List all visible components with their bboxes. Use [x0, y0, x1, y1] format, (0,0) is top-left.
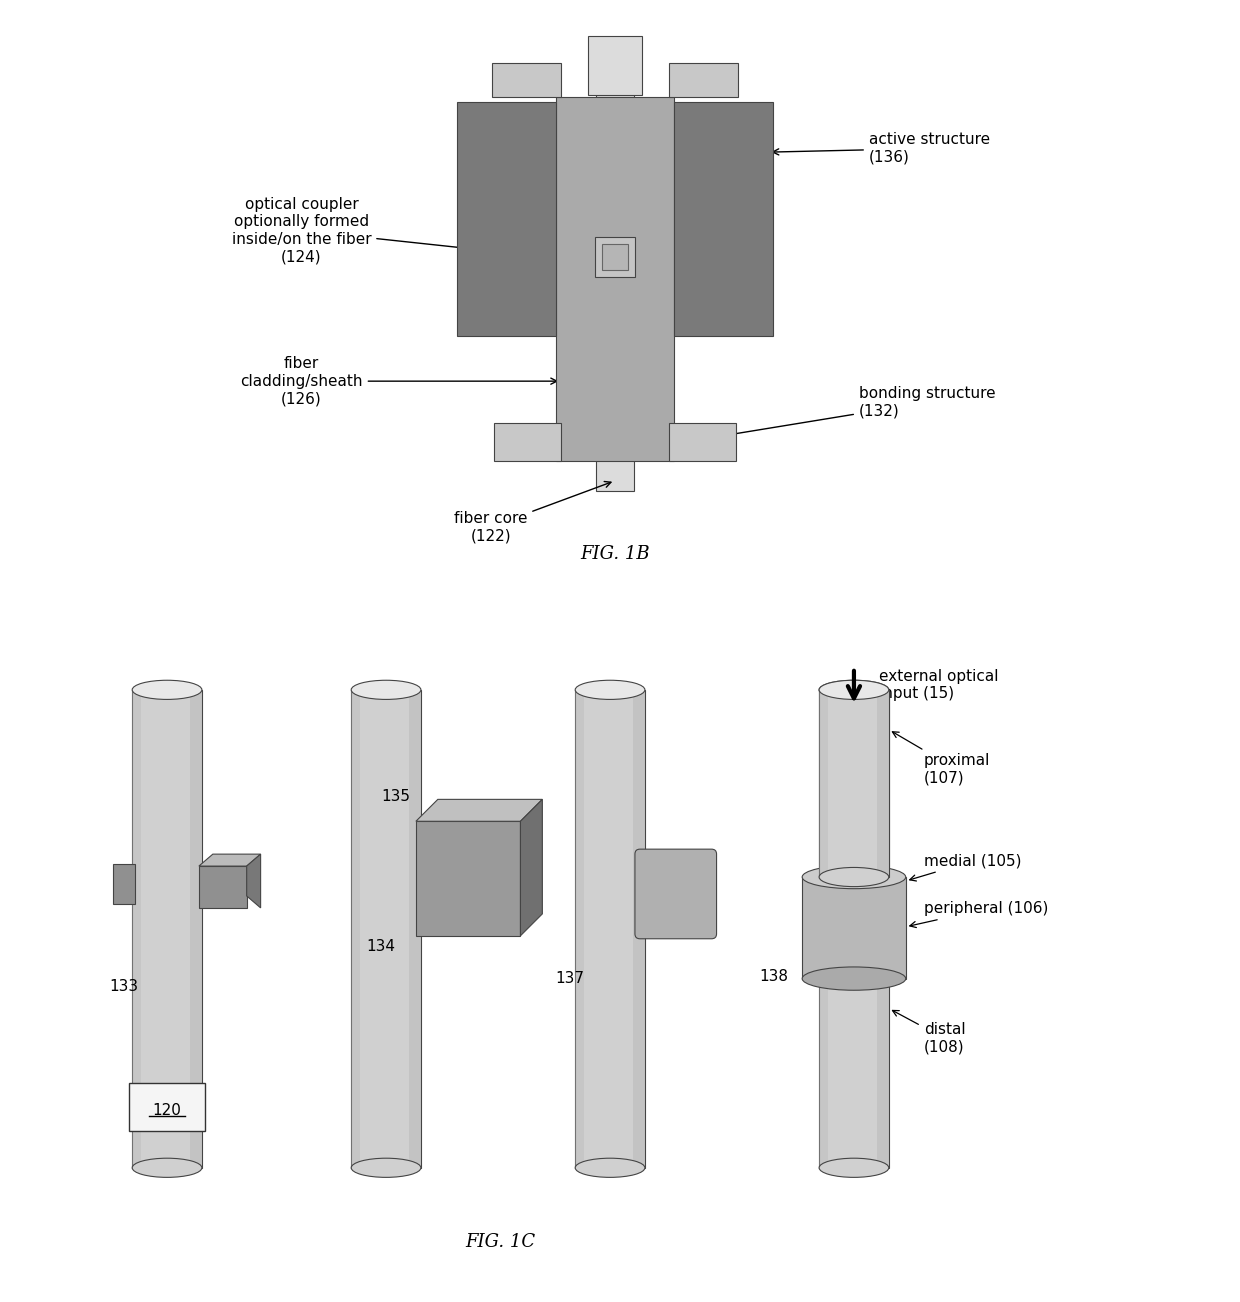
Text: external optical
input (15): external optical input (15): [879, 669, 998, 700]
Bar: [632, 690, 645, 1168]
Bar: [820, 690, 828, 1168]
Bar: [603, 243, 627, 270]
Bar: [575, 690, 645, 1168]
Bar: [557, 98, 673, 461]
Ellipse shape: [575, 1159, 645, 1177]
Bar: [415, 822, 521, 936]
Ellipse shape: [133, 680, 202, 699]
Bar: [198, 866, 247, 907]
Text: peripheral (106): peripheral (106): [910, 901, 1048, 927]
Bar: [588, 35, 642, 95]
Text: medial (105): medial (105): [910, 854, 1021, 881]
Text: FIG. 1C: FIG. 1C: [465, 1233, 536, 1250]
Ellipse shape: [802, 967, 905, 991]
Polygon shape: [247, 854, 260, 907]
Bar: [595, 237, 635, 276]
Bar: [820, 690, 889, 1168]
Ellipse shape: [820, 680, 889, 699]
Bar: [668, 62, 739, 98]
Bar: [820, 690, 828, 878]
Bar: [494, 423, 562, 461]
Text: 134: 134: [366, 939, 396, 954]
Polygon shape: [198, 854, 260, 866]
Ellipse shape: [820, 867, 889, 887]
Bar: [133, 690, 141, 1168]
Ellipse shape: [133, 1159, 202, 1177]
Bar: [351, 690, 420, 1168]
Text: fiber
cladding/sheath
(126): fiber cladding/sheath (126): [241, 357, 557, 406]
Ellipse shape: [351, 680, 420, 699]
Bar: [820, 690, 889, 878]
Bar: [673, 103, 774, 336]
Bar: [596, 40, 634, 491]
Text: proximal
(107): proximal (107): [893, 732, 990, 785]
Bar: [575, 690, 584, 1168]
Text: 120: 120: [153, 1103, 181, 1117]
Ellipse shape: [802, 866, 905, 889]
Text: fiber core
(122): fiber core (122): [454, 482, 611, 543]
Text: bonding structure
(132): bonding structure (132): [708, 387, 996, 440]
Text: optical coupler
optionally formed
inside/on the fiber
(124): optical coupler optionally formed inside…: [232, 197, 606, 266]
Bar: [456, 103, 557, 336]
Ellipse shape: [575, 680, 645, 699]
Bar: [190, 690, 202, 1168]
Ellipse shape: [820, 680, 889, 699]
Bar: [877, 690, 889, 878]
Text: active structure
(136): active structure (136): [773, 133, 990, 164]
Bar: [129, 1083, 205, 1131]
Text: 135: 135: [381, 789, 410, 805]
Text: FIG. 1B: FIG. 1B: [580, 546, 650, 564]
Bar: [409, 690, 420, 1168]
Bar: [877, 690, 889, 1168]
Ellipse shape: [820, 1159, 889, 1177]
FancyBboxPatch shape: [635, 849, 717, 939]
Text: 133: 133: [109, 979, 139, 993]
Bar: [668, 423, 737, 461]
Bar: [491, 62, 562, 98]
Text: distal
(108): distal (108): [893, 1010, 965, 1055]
Polygon shape: [521, 799, 542, 936]
Bar: [133, 690, 202, 1168]
Bar: [802, 878, 905, 979]
Bar: [351, 690, 360, 1168]
Bar: [113, 865, 135, 904]
Ellipse shape: [351, 1159, 420, 1177]
Polygon shape: [415, 799, 542, 822]
Text: 138: 138: [759, 969, 789, 983]
Text: 137: 137: [556, 970, 584, 986]
